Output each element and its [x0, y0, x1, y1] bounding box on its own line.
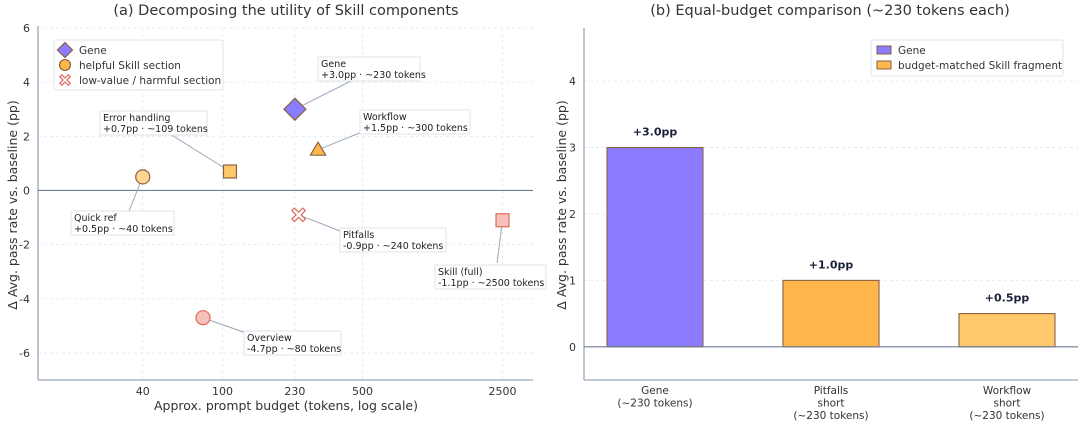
panel-b-title: (b) Equal-budget comparison (~230 tokens…: [650, 3, 1010, 19]
annotation-value: +3.0pp · ~230 tokens: [321, 70, 426, 81]
x-tick-label: 2500: [488, 385, 516, 398]
annotation-name: Gene: [321, 59, 346, 70]
panel-a-ylabel: Δ Avg. pass rate vs. baseline (pp): [5, 100, 20, 309]
y-tick-label: 4: [23, 76, 30, 89]
point-quick-ref: [135, 169, 151, 185]
point-gene: [283, 97, 307, 122]
y-tick-label: 0: [569, 341, 576, 354]
x-tick-label: 40: [136, 385, 150, 398]
annotation-value: -1.1pp · ~2500 tokens: [438, 278, 544, 289]
legend-label: low-value / harmful section: [79, 75, 221, 87]
x-tick-label: 100: [212, 385, 233, 398]
legend-box: [870, 39, 1064, 77]
annotation-name: Error handling: [103, 113, 170, 124]
legend-swatch: [876, 45, 892, 55]
panel-a-xlabel: Approx. prompt budget (tokens, log scale…: [154, 398, 418, 413]
legend-x-icon: [58, 73, 72, 87]
bar-value-label: +3.0pp: [633, 126, 678, 139]
y-tick-label: 1: [569, 274, 576, 287]
leader-line: [294, 76, 360, 110]
x-tick-label: (~230 tokens): [969, 410, 1044, 422]
leader-line: [317, 131, 363, 151]
y-tick-label: 4: [569, 75, 576, 88]
y-tick-label: 2: [23, 130, 30, 143]
leader-line: [169, 133, 231, 172]
panel-b-legend: Gene budget-matched Skill fragment: [870, 39, 1064, 77]
x-tick-label: 500: [352, 385, 373, 398]
annotation-value: -0.9pp · ~240 tokens: [343, 241, 443, 252]
annotation-name: Skill (full): [438, 267, 483, 278]
x-tick-label: (~230 tokens): [617, 398, 692, 410]
legend-box: [53, 39, 224, 91]
panel-a-title: (a) Decomposing the utility of Skill com…: [113, 3, 458, 19]
x-tick-label: (~230 tokens): [793, 410, 868, 422]
y-tick-label: 2: [569, 208, 576, 221]
point-skill-full: [495, 213, 510, 228]
annotation-value: +0.5pp · ~40 tokens: [74, 224, 173, 235]
y-tick-label: -6: [19, 347, 30, 360]
x-tick-label: Pitfalls: [814, 385, 849, 397]
legend-label: Gene: [898, 45, 926, 57]
panel-b-bars: +3.0pp +1.0pp +0.5pp: [606, 126, 1056, 348]
legend-swatch: [876, 60, 892, 70]
panel-a-axes: 40 100 230 500 2500 -6 -4 -2 0 2 4 6: [19, 22, 533, 398]
x-tick-label: 230: [284, 385, 305, 398]
point-workflow: [309, 141, 327, 156]
legend-label: Gene: [79, 45, 107, 57]
annotation-name: Overview: [247, 333, 292, 344]
annotation-box: [317, 56, 421, 82]
x-tick-label: short: [994, 398, 1021, 410]
x-tick-label: Workflow: [983, 385, 1032, 397]
annotation-box: [434, 264, 547, 290]
point-error-handling: [222, 164, 238, 179]
x-tick-label: short: [818, 398, 845, 410]
annotation-box: [99, 110, 208, 136]
annotation-box: [339, 227, 447, 253]
bar: [958, 313, 1056, 348]
annotation-box: [359, 109, 471, 135]
panel-a-annotations: Gene+3.0pp · ~230 tokens Workflow+1.5pp ·…: [70, 56, 547, 356]
panel-a-legend: Gene helpful Skill section low-value / har…: [53, 39, 224, 91]
y-tick-label: -4: [19, 293, 30, 306]
panel-b-bar: (b) Equal-budget comparison (~230 tokens…: [554, 3, 1078, 422]
annotation-box: [243, 330, 342, 356]
annotation-value: -4.7pp · ~80 tokens: [247, 344, 341, 355]
panel-a-points: [135, 97, 510, 326]
y-tick-label: -2: [19, 239, 30, 252]
annotation-name: Workflow: [363, 112, 407, 123]
annotation-value: +1.5pp · ~300 tokens: [363, 123, 468, 134]
point-overview: [195, 310, 211, 326]
y-tick-label: 0: [23, 184, 30, 197]
point-pitfalls: [291, 207, 307, 223]
legend-diamond-icon: [56, 41, 74, 59]
annotation-box: [70, 210, 175, 236]
panel-b-ylabel: Δ Avg. pass rate vs. baseline (pp): [554, 100, 569, 309]
y-tick-label: 6: [23, 22, 30, 35]
annotation-name: Pitfalls: [343, 230, 374, 241]
bar: [782, 279, 880, 348]
annotation-name: Quick ref: [74, 213, 117, 224]
bar-value-label: +1.0pp: [809, 258, 854, 271]
leader-line: [496, 220, 503, 264]
bar-value-label: +0.5pp: [985, 292, 1030, 305]
bar: [606, 146, 704, 348]
legend-circle-icon: [58, 58, 72, 72]
y-tick-label: 3: [569, 142, 576, 155]
legend-label: budget-matched Skill fragment: [898, 60, 1062, 72]
x-tick-label: Gene: [641, 385, 669, 397]
annotation-value: +0.7pp · ~109 tokens: [103, 124, 208, 135]
panel-a-scatter: (a) Decomposing the utility of Skill com…: [5, 3, 547, 413]
legend-label: helpful Skill section: [79, 60, 181, 72]
leader-line: [298, 214, 341, 232]
